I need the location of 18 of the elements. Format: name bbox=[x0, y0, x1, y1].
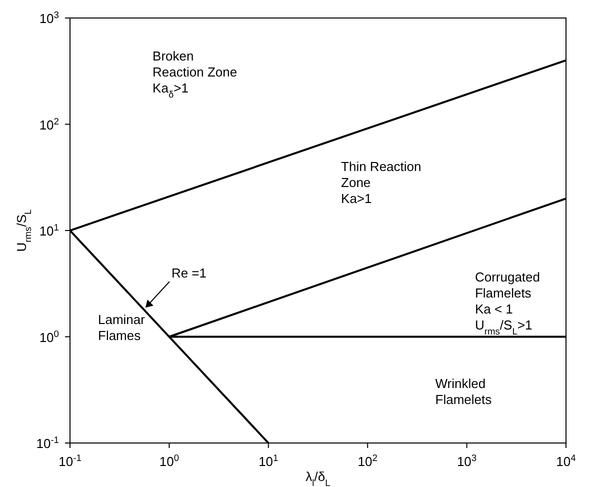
y-tick-label: 10$^{0}$ bbox=[39, 328, 59, 345]
x-tick-label: 10$^{4}$ bbox=[556, 453, 576, 469]
annotation: Re =1 bbox=[171, 266, 207, 281]
x-tick-label: 10$^{3}$ bbox=[456, 453, 477, 469]
y-tick-label: 10$^{3}$ bbox=[39, 10, 59, 26]
y-tick-label: 10$^{2}$ bbox=[39, 116, 59, 132]
y-tick-label: 10$^{-1}$ bbox=[36, 435, 59, 451]
x-tick-label: 10$^{-1}$ bbox=[58, 453, 82, 469]
annotation: Laminar Flames bbox=[98, 312, 146, 343]
x-axis-title: λ$_{l}$/δ$_{L}$ bbox=[306, 469, 330, 487]
annotation: Corrugated Flamelets Ka < 1 U$_{rms}$/S$_{L}$>1 bbox=[474, 270, 540, 336]
x-tick-label: 10$^{1}$ bbox=[258, 453, 278, 469]
y-tick-label: 10$^{1}$ bbox=[39, 222, 59, 238]
x-tick-label: 10$^{2}$ bbox=[358, 453, 378, 469]
annotation: Wrinkled Flamelets bbox=[435, 376, 492, 407]
annotation: Broken Reaction Zone Ka$_{δ}$>1 bbox=[152, 48, 238, 100]
x-tick-label: 10$^{0}$ bbox=[159, 453, 180, 469]
annotation: Thin Reaction Zone Ka>1 bbox=[341, 159, 422, 206]
